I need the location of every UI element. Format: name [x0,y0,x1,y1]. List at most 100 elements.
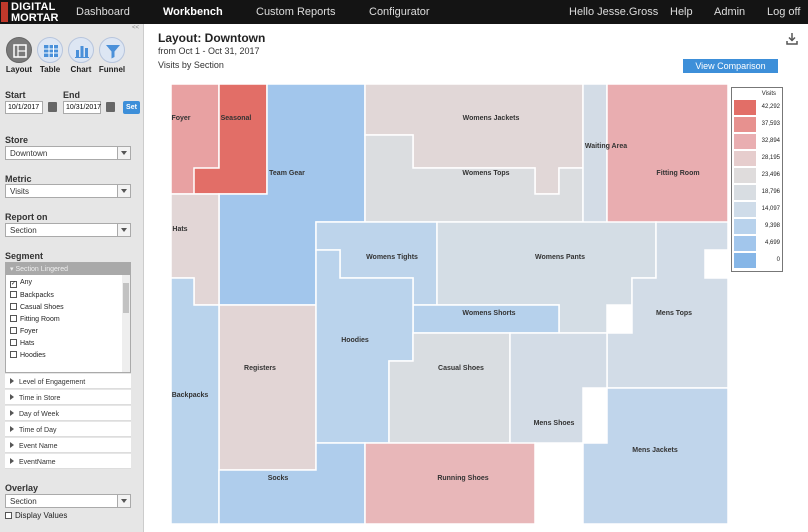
legend-entry: 4,699 [734,236,782,251]
date-range-text: from Oct 1 - Oct 31, 2017 [158,46,260,56]
store-select-value: Downtown [10,149,48,158]
section-mens-jackets[interactable] [582,387,729,525]
legend-swatch [734,151,756,166]
chevron-down-icon [117,495,130,507]
segment-scrollbar[interactable] [122,275,130,372]
store-select[interactable]: Downtown [5,146,131,160]
checkbox[interactable] [10,303,17,310]
table-icon [37,37,63,63]
legend-swatch [734,168,756,183]
segment-item[interactable]: Backpacks [10,291,54,299]
top-nav-bar: DIGITAL MORTAR Dashboard Workbench Custo… [0,0,808,24]
calendar-icon[interactable] [106,102,115,112]
section-womens-shorts[interactable] [412,304,560,334]
legend-swatch [734,236,756,251]
chevron-down-icon [117,147,130,159]
section-registers[interactable] [218,304,317,471]
overlay-select-value: Section [10,497,37,506]
nav-custom-reports[interactable]: Custom Reports [256,6,336,18]
legend-entry: 42,292 [734,100,782,115]
logo-text-line2: MORTAR [11,12,59,24]
accordion-label: Day of Week [19,411,59,418]
download-icon[interactable] [786,32,798,46]
nav-dashboard[interactable]: Dashboard [76,6,130,18]
tool-chart-label: Chart [70,65,92,74]
layout-icon [6,37,32,63]
tool-funnel-label: Funnel [98,65,126,74]
end-date-input[interactable]: 10/31/2017 [63,101,101,114]
accordion-label: EventName [19,459,56,466]
checkbox[interactable] [10,351,17,358]
checkbox[interactable] [10,291,17,298]
display-values-checkbox[interactable] [5,512,12,519]
segment-item[interactable]: Casual Shoes [10,303,64,311]
legend-entry: 28,195 [734,151,782,166]
checkbox[interactable] [10,327,17,334]
accordion-event-name[interactable]: Event Name [5,438,131,453]
legend-value: 0 [776,257,780,263]
heatmap-legend: Visits 42,292 37,593 32,894 28,195 23,496 18,… [731,87,783,272]
funnel-icon [99,37,125,63]
nav-logoff[interactable]: Log off [767,6,801,18]
bar-chart-icon [68,37,94,63]
accordion-time-of-day[interactable]: Time of Day [5,422,131,437]
checkbox[interactable] [10,339,17,346]
segment-group-title: Section Lingered [15,266,69,273]
section-running-shoes[interactable] [364,442,536,525]
legend-value: 28,195 [761,155,780,161]
calendar-icon[interactable] [48,102,57,112]
tool-chart[interactable]: Chart [67,37,95,74]
accordion-eventname[interactable]: EventName [5,454,131,469]
chevron-down-icon [117,224,130,236]
set-date-button[interactable]: Set [123,101,140,114]
legend-swatch [734,219,756,234]
segment-item[interactable]: Hoodies [10,351,46,359]
checkbox-checked-icon[interactable]: ✓ [10,281,17,288]
section-backpacks[interactable] [170,277,220,525]
accordion-level-of-engagement[interactable]: Level of Engagement [5,374,131,389]
overlay-select[interactable]: Section [5,494,131,508]
segment-item[interactable]: Fitting Room [10,315,60,323]
nav-admin[interactable]: Admin [714,6,746,18]
checkbox[interactable] [10,315,17,322]
segment-item[interactable]: ✓ Any [10,279,32,288]
tool-table[interactable]: Table [36,37,64,74]
tool-layout-label: Layout [5,65,33,74]
segment-group-header[interactable]: ▾ Section Lingered [6,263,130,275]
segment-list[interactable]: ▾ Section Lingered ✓ Any Backpacks Casual… [5,262,131,373]
tool-layout[interactable]: Layout [5,37,33,74]
display-values-option[interactable]: Display Values [5,511,67,520]
start-label: Start [5,90,26,100]
logo-mark-icon [1,2,8,22]
nav-help[interactable]: Help [670,6,693,18]
nav-configurator[interactable]: Configurator [369,6,430,18]
view-comparison-button[interactable]: View Comparison [683,59,778,73]
report-on-select-value: Section [10,226,37,235]
report-on-label: Report on [5,212,48,222]
legend-entry: 32,894 [734,134,782,149]
legend-swatch [734,253,756,268]
display-values-label: Display Values [15,511,68,520]
nav-workbench[interactable]: Workbench [163,6,223,18]
accordion-time-in-store[interactable]: Time in Store [5,390,131,405]
scrollbar-thumb[interactable] [123,283,129,313]
segment-item[interactable]: Hats [10,339,34,347]
caret-right-icon [10,378,14,384]
start-date-input[interactable]: 10/1/2017 [5,101,43,114]
legend-entry: 0 [734,253,782,268]
report-on-select[interactable]: Section [5,223,131,237]
caret-right-icon [10,442,14,448]
accordion-day-of-week[interactable]: Day of Week [5,406,131,421]
segment-label: Segment [5,251,44,261]
store-label: Store [5,135,29,145]
segment-item[interactable]: Foyer [10,327,38,335]
tool-funnel[interactable]: Funnel [98,37,126,74]
legend-swatch [734,134,756,149]
app-logo[interactable]: DIGITAL MORTAR [0,0,62,24]
accordion-label: Level of Engagement [19,379,86,386]
end-label: End [63,90,80,100]
metric-select[interactable]: Visits [5,184,131,198]
legend-entry: 37,593 [734,117,782,132]
collapse-sidebar-icon[interactable]: << [131,25,139,31]
user-greeting: Hello Jesse.Gross [569,6,659,18]
